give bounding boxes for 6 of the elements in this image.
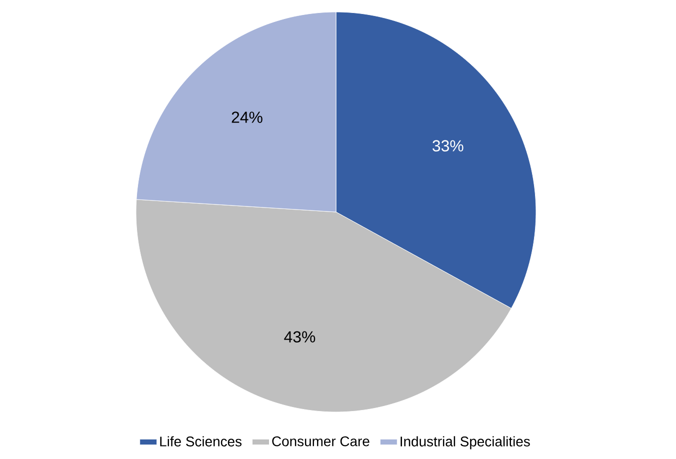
legend-label: Life Sciences: [160, 436, 242, 446]
data-label: 33%: [432, 140, 464, 152]
legend-label: Industrial Specialities: [400, 436, 530, 450]
legend-label: Consumer Care: [272, 436, 370, 446]
data-label: 24%: [232, 112, 262, 123]
data-label: 43%: [284, 331, 316, 342]
